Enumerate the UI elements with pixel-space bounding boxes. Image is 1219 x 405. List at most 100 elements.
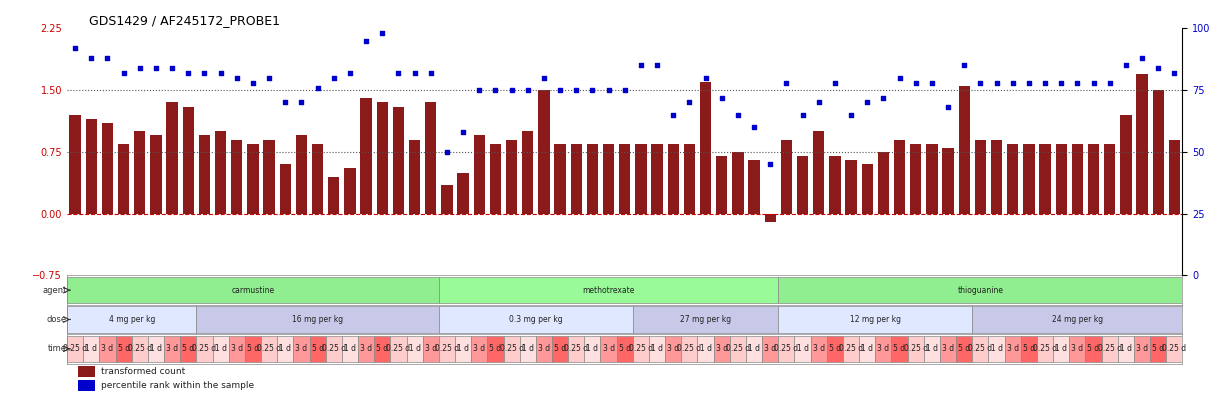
FancyBboxPatch shape bbox=[536, 336, 552, 362]
Text: 0.25 d: 0.25 d bbox=[63, 344, 88, 353]
FancyBboxPatch shape bbox=[147, 336, 165, 362]
FancyBboxPatch shape bbox=[100, 336, 116, 362]
FancyBboxPatch shape bbox=[713, 336, 730, 362]
Bar bbox=[361, 98, 372, 214]
Text: 3 d: 3 d bbox=[424, 344, 436, 353]
Bar bbox=[134, 131, 145, 214]
Text: 5 d: 5 d bbox=[1087, 344, 1100, 353]
Bar bbox=[539, 90, 550, 214]
FancyBboxPatch shape bbox=[940, 336, 956, 362]
Bar bbox=[408, 140, 421, 214]
Text: 3 d: 3 d bbox=[538, 344, 550, 353]
Bar bbox=[263, 140, 274, 214]
Text: 1 d: 1 d bbox=[700, 344, 712, 353]
Text: 1 d: 1 d bbox=[344, 344, 356, 353]
FancyBboxPatch shape bbox=[406, 336, 423, 362]
Point bbox=[1019, 79, 1039, 86]
Bar bbox=[78, 367, 95, 377]
Bar bbox=[764, 214, 775, 222]
FancyBboxPatch shape bbox=[859, 336, 875, 362]
Bar bbox=[619, 144, 630, 214]
Bar bbox=[1169, 140, 1180, 214]
FancyBboxPatch shape bbox=[617, 336, 633, 362]
Bar bbox=[603, 144, 614, 214]
Point bbox=[922, 79, 941, 86]
Text: 3 d: 3 d bbox=[602, 344, 614, 353]
FancyBboxPatch shape bbox=[116, 336, 132, 362]
Point bbox=[373, 30, 393, 36]
FancyBboxPatch shape bbox=[212, 336, 229, 362]
Text: 0.25 d: 0.25 d bbox=[435, 344, 460, 353]
Point bbox=[178, 70, 197, 76]
Point bbox=[502, 87, 522, 94]
Point bbox=[113, 70, 133, 76]
Text: 1 d: 1 d bbox=[991, 344, 1002, 353]
Point bbox=[146, 65, 166, 71]
FancyBboxPatch shape bbox=[973, 306, 1182, 333]
FancyBboxPatch shape bbox=[180, 336, 196, 362]
Text: 24 mg per kg: 24 mg per kg bbox=[1052, 315, 1103, 324]
Bar bbox=[279, 164, 291, 214]
FancyBboxPatch shape bbox=[891, 336, 908, 362]
FancyBboxPatch shape bbox=[455, 336, 472, 362]
Point bbox=[244, 79, 263, 86]
FancyBboxPatch shape bbox=[439, 336, 455, 362]
Text: 5 d: 5 d bbox=[247, 344, 258, 353]
Point bbox=[970, 79, 990, 86]
FancyBboxPatch shape bbox=[1004, 336, 1020, 362]
Bar bbox=[846, 160, 857, 214]
Text: 0.3 mg per kg: 0.3 mg per kg bbox=[510, 315, 563, 324]
Bar bbox=[457, 173, 469, 214]
FancyBboxPatch shape bbox=[488, 336, 503, 362]
Bar bbox=[668, 144, 679, 214]
Point bbox=[550, 87, 569, 94]
Bar bbox=[926, 144, 937, 214]
Point bbox=[906, 79, 925, 86]
FancyBboxPatch shape bbox=[439, 277, 778, 303]
Text: 0.25 d: 0.25 d bbox=[903, 344, 928, 353]
Bar bbox=[1120, 115, 1131, 214]
Bar bbox=[167, 102, 178, 214]
Point bbox=[890, 75, 909, 81]
Point bbox=[1052, 79, 1072, 86]
FancyBboxPatch shape bbox=[552, 336, 568, 362]
Text: 3 d: 3 d bbox=[716, 344, 728, 353]
Text: 0.25 d: 0.25 d bbox=[564, 344, 589, 353]
Text: 1 d: 1 d bbox=[926, 344, 937, 353]
Point bbox=[728, 112, 747, 118]
Bar bbox=[247, 144, 258, 214]
Point bbox=[712, 94, 731, 101]
Text: 1 d: 1 d bbox=[457, 344, 469, 353]
Point bbox=[1003, 79, 1023, 86]
Bar bbox=[797, 156, 808, 214]
FancyBboxPatch shape bbox=[811, 336, 826, 362]
FancyBboxPatch shape bbox=[196, 306, 439, 333]
Point bbox=[98, 55, 117, 61]
Point bbox=[841, 112, 861, 118]
Point bbox=[777, 79, 796, 86]
Point bbox=[987, 79, 1007, 86]
FancyBboxPatch shape bbox=[374, 336, 390, 362]
Bar bbox=[78, 380, 95, 390]
Bar bbox=[312, 144, 323, 214]
Point bbox=[1084, 79, 1103, 86]
FancyBboxPatch shape bbox=[245, 336, 261, 362]
Text: 0.25 d: 0.25 d bbox=[128, 344, 152, 353]
Bar bbox=[1072, 144, 1082, 214]
FancyBboxPatch shape bbox=[1085, 336, 1102, 362]
Bar bbox=[942, 148, 953, 214]
Text: 1 d: 1 d bbox=[408, 344, 421, 353]
Point bbox=[663, 112, 683, 118]
Bar bbox=[344, 168, 356, 214]
Point bbox=[614, 87, 634, 94]
Text: 5 d: 5 d bbox=[489, 344, 501, 353]
Point bbox=[421, 70, 440, 76]
Bar bbox=[780, 140, 792, 214]
FancyBboxPatch shape bbox=[1037, 336, 1053, 362]
FancyBboxPatch shape bbox=[601, 336, 617, 362]
Text: 1 d: 1 d bbox=[586, 344, 599, 353]
FancyBboxPatch shape bbox=[681, 336, 697, 362]
Bar bbox=[150, 135, 162, 214]
Point bbox=[583, 87, 602, 94]
Point bbox=[1035, 79, 1054, 86]
